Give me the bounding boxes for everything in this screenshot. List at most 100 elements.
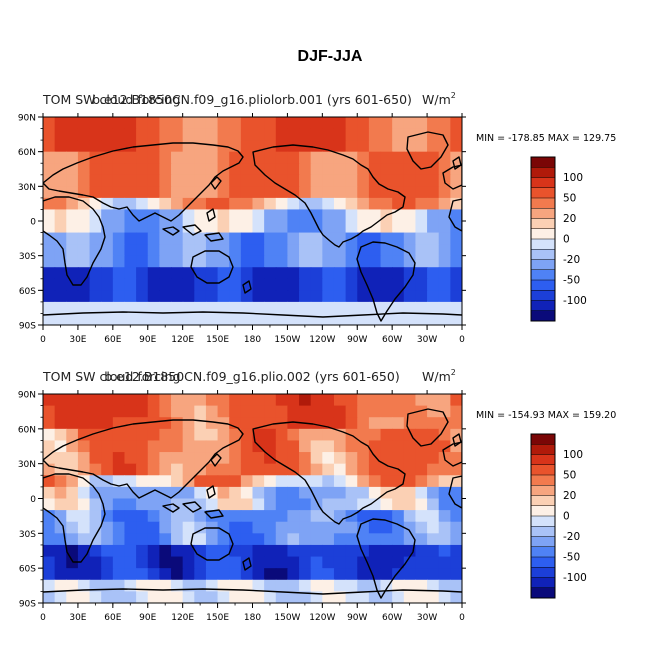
field-cell: [54, 151, 67, 164]
field-cell: [299, 128, 312, 141]
field-cell: [299, 440, 312, 453]
field-cell: [124, 278, 137, 291]
field-cell: [403, 510, 417, 523]
field-cell: [275, 209, 289, 222]
field-cell: [54, 209, 67, 222]
field-cell: [124, 417, 137, 430]
field-cell: [392, 255, 405, 268]
field-cell: [345, 417, 358, 430]
field-cell: [427, 290, 440, 303]
field-cell: [264, 544, 277, 558]
field-cell: [205, 510, 219, 523]
field-cell: [240, 417, 254, 430]
field-cell: [380, 163, 393, 176]
field-cell: [147, 591, 160, 603]
field-cell: [322, 290, 335, 303]
field-cell: [287, 197, 300, 211]
field-cell: [77, 591, 91, 603]
field-cell: [357, 255, 370, 268]
field-cell: [182, 197, 195, 211]
field-cell: [124, 197, 137, 211]
field-cell: [287, 232, 300, 245]
field-cell: [217, 394, 230, 407]
field-cell: [147, 463, 160, 476]
field-cell: [159, 463, 172, 476]
field-cell: [194, 591, 207, 603]
field-cell: [333, 209, 347, 222]
field-cell: [217, 486, 230, 500]
field-cell: [415, 417, 428, 430]
field-cell: [229, 544, 242, 558]
colorbar-swatch: [531, 557, 555, 568]
field-cell: [147, 521, 160, 534]
field-cell: [182, 301, 195, 315]
field-cell: [171, 278, 184, 291]
field-cell: [275, 579, 289, 592]
field-cell: [101, 417, 114, 430]
x-tick-label: 150E: [206, 613, 229, 623]
field-cell: [112, 486, 126, 500]
field-cell: [415, 394, 428, 407]
field-cell: [171, 521, 184, 534]
field-cell: [194, 290, 207, 303]
field-cell: [392, 221, 405, 234]
field-cell: [147, 232, 160, 245]
field-cell: [380, 290, 393, 303]
field-cell: [368, 544, 382, 558]
field-cell: [380, 394, 393, 407]
field-cell: [182, 544, 195, 558]
colorbar-label: 50: [563, 470, 576, 482]
field-cell: [101, 117, 114, 130]
x-tick-label: 90E: [139, 613, 156, 623]
field-cell: [450, 556, 462, 569]
field-cell: [333, 579, 347, 592]
field-cell: [229, 174, 242, 187]
field-cell: [299, 163, 312, 176]
field-cell: [66, 428, 79, 442]
field-cell: [450, 313, 462, 325]
field-cell: [194, 301, 207, 315]
colorbar-swatch: [531, 434, 555, 445]
field-cell: [392, 163, 405, 176]
x-tick-label: 120E: [171, 335, 194, 345]
x-tick-label: 180: [244, 613, 261, 623]
field-cell: [450, 209, 462, 222]
y-tick-label: 30S: [19, 252, 36, 262]
field-cell: [147, 186, 160, 199]
field-cell: [450, 521, 462, 534]
field-cell: [89, 221, 102, 234]
field-cell: [43, 556, 56, 569]
field-cell: [54, 475, 67, 488]
field-cell: [240, 140, 254, 153]
field-cell: [275, 440, 289, 453]
field-cell: [43, 209, 56, 222]
field-cell: [333, 394, 347, 407]
field-cell: [264, 244, 277, 257]
field-cell: [322, 475, 335, 488]
field-cell: [450, 440, 462, 453]
field-cell: [171, 440, 184, 453]
field-cell: [205, 568, 219, 581]
field-cell: [54, 591, 67, 603]
field-cell: [112, 267, 126, 280]
field-cell: [240, 221, 254, 234]
field-cell: [159, 197, 172, 211]
field-cell: [392, 301, 405, 315]
field-cell: [217, 405, 230, 418]
field-cell: [171, 428, 184, 442]
field-cell: [299, 405, 312, 418]
field-cell: [124, 290, 137, 303]
field-cell: [54, 417, 67, 430]
field-cell: [101, 140, 114, 153]
field-cell: [333, 267, 347, 280]
field-cell: [450, 267, 462, 280]
field-cell: [66, 544, 79, 558]
field-cell: [287, 498, 300, 511]
colorbar-swatch: [531, 485, 555, 496]
field-cell: [194, 313, 207, 325]
field-cell: [43, 475, 56, 488]
field-cell: [368, 163, 382, 176]
field-cell: [322, 186, 335, 199]
field-cell: [229, 486, 242, 500]
field-cell: [427, 255, 440, 268]
